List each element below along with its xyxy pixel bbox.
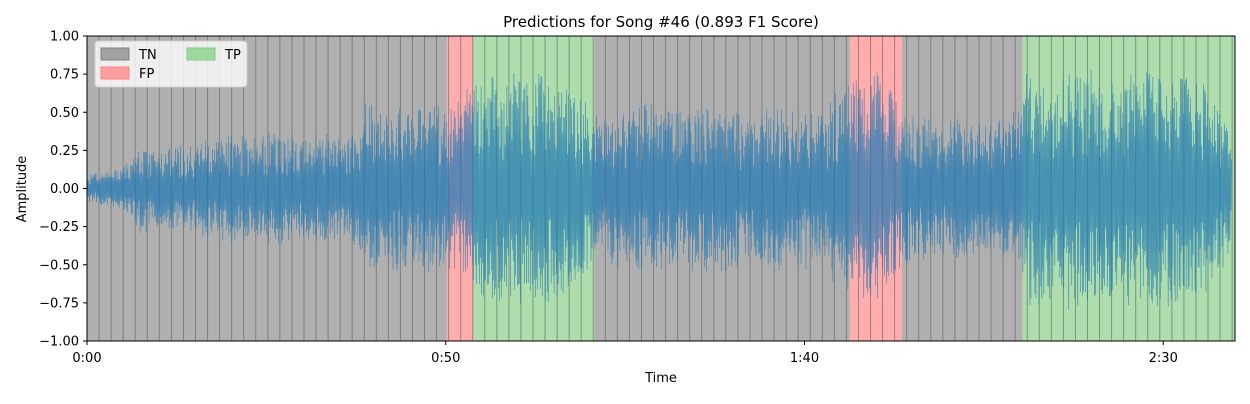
y-tick-label: 0.75 xyxy=(50,68,79,83)
x-axis-label: Time xyxy=(644,371,677,386)
y-tick-label: 0.25 xyxy=(50,144,79,159)
legend-label-tn: TN xyxy=(138,48,157,63)
x-tick-label: 1:40 xyxy=(790,351,819,366)
legend: TN FP TP xyxy=(94,40,248,88)
legend-label-fp: FP xyxy=(139,67,154,82)
legend-label-tp: TP xyxy=(224,48,241,63)
y-tick-label: −1.00 xyxy=(39,335,79,350)
legend-swatch-fp xyxy=(100,66,130,80)
y-tick-label: −0.25 xyxy=(39,220,79,235)
y-tick-label: 0.50 xyxy=(50,106,79,121)
y-axis-label: Amplitude xyxy=(15,156,30,223)
y-tick-label: −0.50 xyxy=(39,258,79,273)
chart-title: Predictions for Song #46 (0.893 F1 Score… xyxy=(503,13,819,31)
legend-swatch-tp xyxy=(186,47,216,61)
x-tick-label: 2:30 xyxy=(1149,351,1178,366)
y-tick-label: −0.75 xyxy=(39,296,79,311)
y-tick-label: 1.00 xyxy=(50,30,79,45)
waveform-line xyxy=(87,69,1232,310)
x-tick-label: 0:00 xyxy=(72,351,101,366)
plot-area xyxy=(87,36,1235,341)
y-tick-label: 0.00 xyxy=(50,182,79,197)
axes: 1.00 0.75 0.50 0.25 0.00 −0.25 −0.50 −0.75 −1.00… xyxy=(39,30,1236,366)
legend-swatch-tn xyxy=(100,47,130,61)
x-tick-label: 0:50 xyxy=(431,351,460,366)
